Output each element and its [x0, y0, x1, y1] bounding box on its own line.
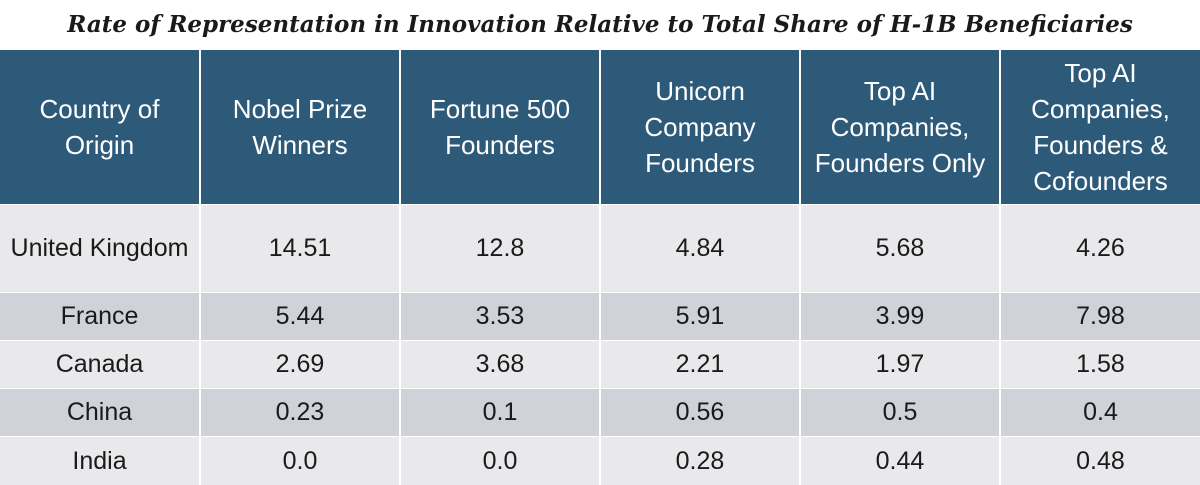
table-row: France 5.44 3.53 5.91 3.99 7.98 [0, 292, 1200, 341]
cell-value: 0.23 [200, 388, 401, 437]
cell-country: Canada [0, 340, 201, 389]
cell-value: 3.68 [400, 340, 601, 389]
cell-value: 0.0 [200, 436, 401, 485]
column-header-ai-cofounders: Top AI Companies, Founders & Cofounders [1000, 50, 1200, 204]
column-header-ai-founders: Top AI Companies, Founders Only [800, 50, 1001, 204]
cell-country: United Kingdom [0, 204, 201, 292]
cell-value: 0.5 [800, 388, 1001, 437]
cell-value: 3.53 [400, 292, 601, 341]
cell-value: 0.28 [600, 436, 801, 485]
cell-value: 5.68 [800, 204, 1001, 292]
cell-value: 5.44 [200, 292, 401, 341]
cell-value: 0.0 [400, 436, 601, 485]
cell-value: 7.98 [1000, 292, 1200, 341]
column-header-fortune500: Fortune 500 Founders [400, 50, 601, 204]
table-header: Country of Origin Nobel Prize Winners Fo… [0, 50, 1200, 204]
cell-value: 4.84 [600, 204, 801, 292]
cell-country: China [0, 388, 201, 437]
cell-value: 1.97 [800, 340, 1001, 389]
table-row: United Kingdom 14.51 12.8 4.84 5.68 4.26 [0, 204, 1200, 292]
column-header-unicorn: Unicorn Company Founders [600, 50, 801, 204]
cell-country: France [0, 292, 201, 341]
cell-value: 3.99 [800, 292, 1001, 341]
table-body: United Kingdom 14.51 12.8 4.84 5.68 4.26… [0, 204, 1200, 485]
data-table: Country of Origin Nobel Prize Winners Fo… [0, 50, 1200, 485]
header-row: Country of Origin Nobel Prize Winners Fo… [0, 50, 1200, 204]
cell-country: India [0, 436, 201, 485]
cell-value: 4.26 [1000, 204, 1200, 292]
cell-value: 0.56 [600, 388, 801, 437]
table-row: India 0.0 0.0 0.28 0.44 0.48 [0, 436, 1200, 485]
cell-value: 0.44 [800, 436, 1001, 485]
column-header-country: Country of Origin [0, 50, 201, 204]
cell-value: 14.51 [200, 204, 401, 292]
table-row: Canada 2.69 3.68 2.21 1.97 1.58 [0, 340, 1200, 389]
cell-value: 0.1 [400, 388, 601, 437]
column-header-nobel: Nobel Prize Winners [200, 50, 401, 204]
cell-value: 2.69 [200, 340, 401, 389]
cell-value: 0.48 [1000, 436, 1200, 485]
cell-value: 0.4 [1000, 388, 1200, 437]
cell-value: 1.58 [1000, 340, 1200, 389]
table-row: China 0.23 0.1 0.56 0.5 0.4 [0, 388, 1200, 437]
cell-value: 5.91 [600, 292, 801, 341]
cell-value: 2.21 [600, 340, 801, 389]
cell-value: 12.8 [400, 204, 601, 292]
chart-title: Rate of Representation in Innovation Rel… [67, 11, 1133, 38]
